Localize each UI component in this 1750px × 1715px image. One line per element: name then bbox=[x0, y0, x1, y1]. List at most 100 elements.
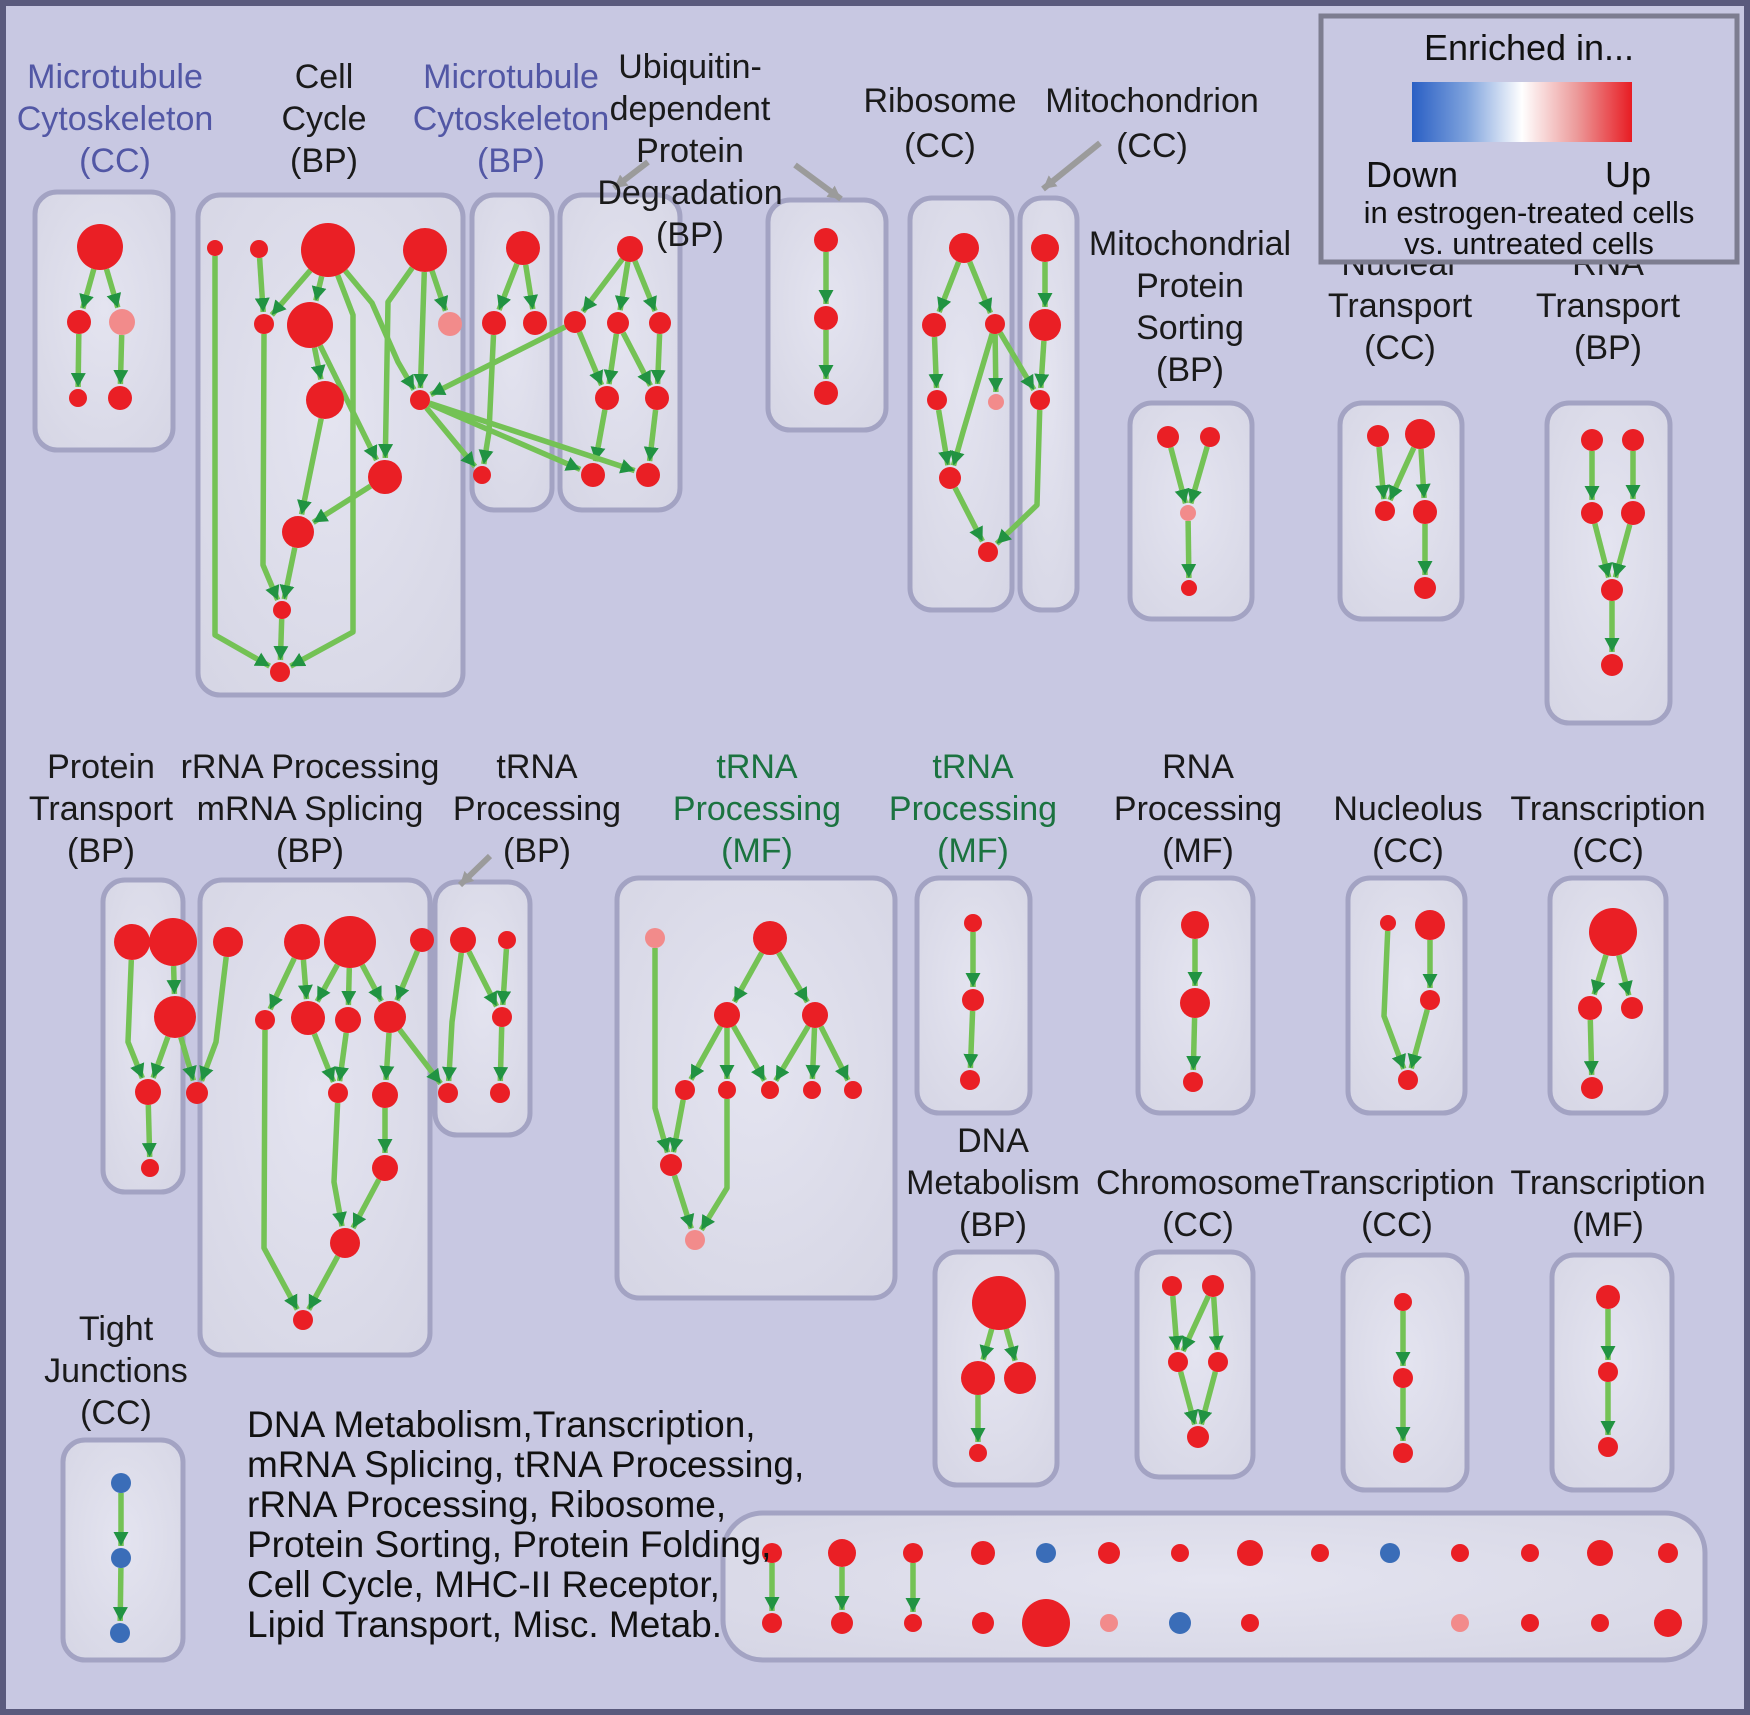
node-misc-group-be bbox=[1022, 1599, 1070, 1647]
edge-rna-transport-bp-q4-q5 bbox=[1611, 523, 1633, 579]
node-chromosome-cc-x2 bbox=[1202, 1275, 1224, 1297]
node-ribosome-cc-r7 bbox=[978, 542, 998, 562]
edge-cell-cycle-bp-n6-n8 bbox=[310, 347, 326, 380]
node-rrna-processing-mrna-splicing-bp-g7 bbox=[335, 1007, 361, 1033]
node-misc-group-tb bbox=[828, 1539, 856, 1567]
node-misc-group-bl bbox=[1654, 1609, 1682, 1637]
cluster-label-chromosome-cc: Chromosome (CC) bbox=[1096, 1164, 1300, 1244]
node-microtubule-cytoskeleton-bp-m4 bbox=[473, 466, 491, 484]
node-chromosome-cc-x1 bbox=[1162, 1276, 1182, 1296]
edge-microtubule-cytoskeleton-cc-a-c bbox=[103, 268, 122, 309]
node-trna-processing-mf-large-k10 bbox=[660, 1154, 682, 1176]
node-rna-processing-mf-e1 bbox=[1181, 911, 1209, 939]
node-misc-group-bd bbox=[972, 1612, 994, 1634]
node-trna-processing-mf-large-k3 bbox=[714, 1002, 740, 1028]
edge-cell-cycle-bp-n3-n6 bbox=[311, 275, 327, 302]
edge-trna-processing-mf-large-k4-k8 bbox=[805, 1027, 821, 1080]
cluster-label-dna-metabolism-bp: DNA Metabolism (BP) bbox=[906, 1122, 1080, 1244]
edge-ubiquitin-bp-a-u1-u4 bbox=[632, 259, 658, 313]
node-rna-processing-mf-e3 bbox=[1183, 1072, 1203, 1092]
node-misc-group-tg bbox=[1171, 1544, 1189, 1562]
node-transcription-cc-upper-cd bbox=[1581, 1077, 1603, 1099]
node-nucleolus-cc-o3 bbox=[1420, 990, 1440, 1010]
node-misc-group-ta bbox=[762, 1543, 782, 1563]
legend-subtitle-2: vs. untreated cells bbox=[1404, 226, 1654, 261]
node-nuclear-transport-cc-t3 bbox=[1375, 501, 1395, 521]
cross-edge-protein-transport-bp-p3-to-rrna-processing-mrna-splicing-bp-g9 bbox=[178, 1036, 197, 1082]
node-trna-processing-bp-h4 bbox=[438, 1083, 458, 1103]
node-misc-group-tc bbox=[903, 1543, 923, 1563]
edge-ribosome-cc-r4-r6 bbox=[935, 409, 953, 466]
node-misc-group-ba bbox=[762, 1613, 782, 1633]
legend-subtitle-1: in estrogen-treated cells bbox=[1364, 195, 1695, 230]
node-dna-metabolism-bp-d2 bbox=[961, 1361, 995, 1395]
edge-ribosome-cc-r6-r7 bbox=[952, 486, 985, 543]
node-ubiquitin-bp-a-u8 bbox=[636, 463, 660, 487]
node-ubiquitin-bp-b-v3 bbox=[814, 381, 838, 405]
cluster-label-nucleolus-cc: Nucleolus (CC) bbox=[1333, 790, 1482, 870]
node-nuclear-transport-cc-t4 bbox=[1413, 500, 1437, 524]
edge-rrna-processing-mrna-splicing-bp-g3-g7 bbox=[341, 967, 357, 1006]
edge-chromosome-cc-x2-x4 bbox=[1208, 1296, 1224, 1351]
node-cell-cycle-bp-n13 bbox=[270, 662, 290, 682]
edge-ubiquitin-bp-a-u3-u5 bbox=[603, 333, 620, 385]
node-tight-junctions-cc-b3 bbox=[110, 1623, 130, 1643]
node-ubiquitin-bp-a-u4 bbox=[649, 312, 671, 334]
edge-chromosome-cc-x1-x3 bbox=[1168, 1295, 1184, 1351]
cluster-label-microtubule-cytoskeleton-bp: Microtubule Cytoskeleton (BP) bbox=[413, 58, 610, 180]
node-protein-transport-bp-p2 bbox=[149, 918, 197, 966]
node-nuclear-transport-cc-t1 bbox=[1367, 425, 1389, 447]
edge-cell-cycle-bp-n2-n5 bbox=[254, 257, 270, 313]
edge-cell-cycle-bp-n3-n13 bbox=[289, 274, 356, 669]
legend-down-label: Down bbox=[1366, 154, 1458, 195]
node-protein-transport-bp-p1 bbox=[114, 924, 150, 960]
node-cell-cycle-bp-n7 bbox=[438, 312, 462, 336]
node-misc-group-bj bbox=[1521, 1614, 1539, 1632]
edge-cell-cycle-bp-n4-n7 bbox=[429, 269, 449, 312]
misc-categories-text-block: DNA Metabolism,Transcription, mRNA Splici… bbox=[247, 1404, 804, 1645]
cluster-label-microtubule-cytoskeleton-cc: Microtubule Cytoskeleton (CC) bbox=[17, 58, 214, 180]
node-chromosome-cc-x5 bbox=[1187, 1426, 1209, 1448]
edge-ribosome-cc-r3-r6 bbox=[950, 332, 995, 467]
ubiquitin-left-pointer bbox=[612, 159, 650, 191]
edge-trna-processing-mf-large-k2-k4 bbox=[776, 951, 810, 1004]
node-cell-cycle-bp-n3 bbox=[301, 223, 355, 277]
edge-cell-cycle-bp-n5-n12 bbox=[260, 333, 281, 601]
node-misc-group-bg bbox=[1169, 1612, 1191, 1634]
cluster-box-misc-group bbox=[720, 1510, 1708, 1663]
node-nuclear-transport-cc-t2 bbox=[1405, 419, 1435, 449]
node-nucleolus-cc-o4 bbox=[1398, 1070, 1418, 1090]
node-ubiquitin-bp-b-v2 bbox=[814, 306, 838, 330]
node-trna-processing-mf-small-j3 bbox=[960, 1070, 980, 1090]
edge-cell-cycle-bp-n1-n13 bbox=[212, 256, 271, 669]
edge-ubiquitin-bp-a-u6-u8 bbox=[643, 409, 659, 462]
edge-protein-transport-bp-p4-p5 bbox=[141, 1104, 157, 1158]
legend-title: Enriched in... bbox=[1424, 27, 1634, 68]
edge-rrna-processing-mrna-splicing-bp-g5-g14 bbox=[261, 1029, 300, 1311]
node-trna-processing-bp-h1 bbox=[450, 927, 476, 953]
node-mito-protein-sorting-bp-s2 bbox=[1200, 427, 1220, 447]
node-trna-processing-mf-small-j1 bbox=[964, 914, 982, 932]
edge-rrna-processing-mrna-splicing-bp-g7-g10 bbox=[334, 1032, 349, 1082]
cluster-label-trna-processing-mf-large: tRNA Processing (MF) bbox=[673, 748, 841, 870]
trna-bp-pointer bbox=[457, 853, 493, 888]
node-chromosome-cc-x3 bbox=[1168, 1352, 1188, 1372]
node-dna-metabolism-bp-d1 bbox=[972, 1276, 1026, 1330]
legend-gradient-bar bbox=[1412, 82, 1632, 142]
node-mito-protein-sorting-bp-s4 bbox=[1181, 580, 1197, 596]
node-transcription-cc-upper-cc bbox=[1621, 997, 1643, 1019]
node-ribosome-cc-r4 bbox=[927, 390, 947, 410]
cluster-label-rrna-processing-mrna-splicing-bp: rRNA Processing mRNA Splicing (BP) bbox=[181, 748, 440, 870]
edge-trna-processing-mf-large-k10-k11 bbox=[671, 1174, 695, 1230]
cross-edge-ribosome-cc-r3-to-mitochondrion-cc-w3 bbox=[997, 331, 1037, 392]
edge-ubiquitin-bp-a-u4-u6 bbox=[650, 333, 666, 385]
cluster-box-microtubule-cytoskeleton-cc bbox=[32, 189, 176, 453]
node-ribosome-cc-r5 bbox=[988, 394, 1004, 410]
node-ubiquitin-bp-a-u7 bbox=[581, 463, 605, 487]
cluster-box-dna-metabolism-bp bbox=[932, 1249, 1060, 1488]
cluster-label-trna-processing-bp: tRNA Processing (BP) bbox=[453, 748, 621, 870]
node-trna-processing-mf-large-k1 bbox=[645, 928, 665, 948]
edge-trna-processing-mf-large-k4-k9 bbox=[818, 1025, 851, 1082]
edge-rna-processing-mf-e2-e3 bbox=[1186, 1017, 1202, 1071]
node-tight-junctions-cc-b1 bbox=[111, 1473, 131, 1493]
